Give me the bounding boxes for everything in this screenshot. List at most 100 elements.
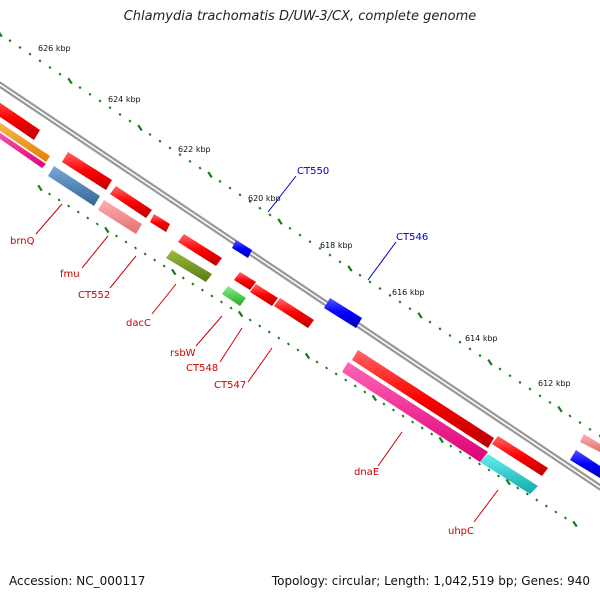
minor-tick bbox=[178, 153, 182, 157]
minor-tick bbox=[535, 498, 539, 502]
gene-label-uhpc: uhpC bbox=[448, 526, 474, 537]
major-tick bbox=[572, 520, 578, 528]
leader-line bbox=[151, 283, 177, 315]
minor-tick bbox=[218, 179, 222, 183]
tick-label: 614 kbp bbox=[465, 334, 498, 343]
minor-tick bbox=[478, 354, 482, 358]
gene-arrow bbox=[342, 362, 488, 462]
tick-label: 618 kbp bbox=[320, 241, 353, 250]
major-tick bbox=[137, 124, 143, 132]
leader-line bbox=[109, 255, 137, 289]
leader-line bbox=[81, 235, 109, 269]
minor-tick bbox=[338, 260, 342, 264]
major-tick bbox=[104, 226, 110, 234]
minor-tick bbox=[408, 307, 412, 311]
gene-label-brnq: brnQ bbox=[10, 236, 35, 247]
minor-tick bbox=[220, 300, 224, 304]
minor-tick bbox=[544, 504, 548, 508]
minor-tick bbox=[382, 402, 386, 406]
minor-tick bbox=[398, 300, 402, 304]
minor-tick bbox=[508, 374, 512, 378]
minor-tick bbox=[114, 234, 118, 238]
minor-tick bbox=[563, 516, 567, 520]
gene-label-dnae: dnaE bbox=[354, 467, 379, 478]
minor-tick bbox=[448, 333, 452, 338]
minor-tick bbox=[286, 342, 290, 346]
minor-tick bbox=[554, 510, 558, 514]
minor-tick bbox=[538, 394, 542, 398]
minor-tick bbox=[296, 348, 300, 352]
gene-block bbox=[0, 102, 40, 140]
tick-label: 626 kbp bbox=[38, 44, 71, 53]
major-tick bbox=[277, 218, 283, 225]
minor-tick bbox=[148, 132, 152, 137]
gene-label-rsbw: rsbW bbox=[170, 348, 196, 359]
minor-tick bbox=[458, 340, 462, 344]
minor-tick bbox=[430, 432, 434, 436]
leader-line bbox=[367, 241, 397, 281]
minor-tick bbox=[318, 246, 322, 250]
gene-arrow bbox=[352, 350, 494, 448]
minor-tick bbox=[8, 39, 12, 43]
minor-tick bbox=[118, 112, 122, 116]
gene-arrow bbox=[48, 166, 100, 206]
gene-arrow bbox=[232, 240, 252, 258]
minor-tick bbox=[344, 378, 348, 382]
minor-tick bbox=[468, 456, 472, 460]
minor-tick bbox=[38, 59, 42, 63]
minor-tick bbox=[58, 72, 62, 76]
tick-label: 616 kbp bbox=[392, 288, 425, 297]
major-tick bbox=[417, 312, 423, 319]
gene-label-ct546: CT546 bbox=[396, 232, 428, 243]
minor-tick bbox=[420, 426, 424, 430]
major-tick bbox=[171, 268, 177, 276]
minor-tick bbox=[188, 159, 192, 163]
minor-tick bbox=[134, 246, 138, 250]
gene-label-ct552: CT552 bbox=[78, 290, 110, 301]
major-tick bbox=[371, 394, 378, 402]
minor-tick bbox=[438, 327, 442, 331]
gene-arrow bbox=[222, 286, 246, 306]
minor-tick bbox=[325, 366, 329, 370]
major-tick bbox=[237, 310, 244, 318]
minor-tick bbox=[210, 294, 214, 298]
major-tick bbox=[347, 265, 353, 272]
gene-labels: CT550 CT546 brnQ fmu CT552 dacC rsbW CT5… bbox=[10, 166, 474, 537]
minor-tick bbox=[200, 288, 204, 292]
major-tick bbox=[557, 405, 563, 413]
major-tick bbox=[304, 352, 311, 360]
minor-tick bbox=[328, 253, 332, 257]
scale-ring bbox=[0, 32, 600, 438]
minor-tick bbox=[497, 474, 501, 478]
minor-tick bbox=[267, 330, 271, 334]
minor-tick bbox=[76, 210, 80, 214]
minor-tick bbox=[368, 280, 372, 284]
minor-tick bbox=[48, 65, 52, 70]
minor-tick bbox=[143, 252, 147, 256]
minor-tick bbox=[168, 146, 172, 150]
leader-line bbox=[473, 489, 499, 523]
gene-arrow bbox=[480, 454, 538, 494]
gene-arrow bbox=[580, 434, 600, 452]
gene-label-ct547: CT547 bbox=[214, 380, 246, 391]
minor-tick bbox=[158, 139, 162, 143]
minor-tick bbox=[468, 347, 472, 351]
major-tick bbox=[37, 184, 43, 192]
genome-backbone bbox=[0, 81, 600, 491]
minor-tick bbox=[124, 240, 128, 244]
tick-label: 612 kbp bbox=[538, 379, 571, 388]
minor-tick bbox=[258, 324, 262, 328]
genome-summary-text: Topology: circular; Length: 1,042,519 bp… bbox=[271, 574, 590, 588]
gene-block bbox=[0, 132, 46, 168]
major-tick bbox=[207, 171, 213, 178]
minor-tick bbox=[428, 320, 432, 324]
minor-tick bbox=[162, 264, 166, 268]
minor-tick bbox=[498, 367, 502, 371]
gene-arrow bbox=[178, 234, 222, 266]
minor-tick bbox=[181, 276, 185, 280]
gene-block bbox=[0, 122, 50, 162]
minor-tick bbox=[108, 106, 112, 110]
minor-tick bbox=[18, 45, 22, 49]
